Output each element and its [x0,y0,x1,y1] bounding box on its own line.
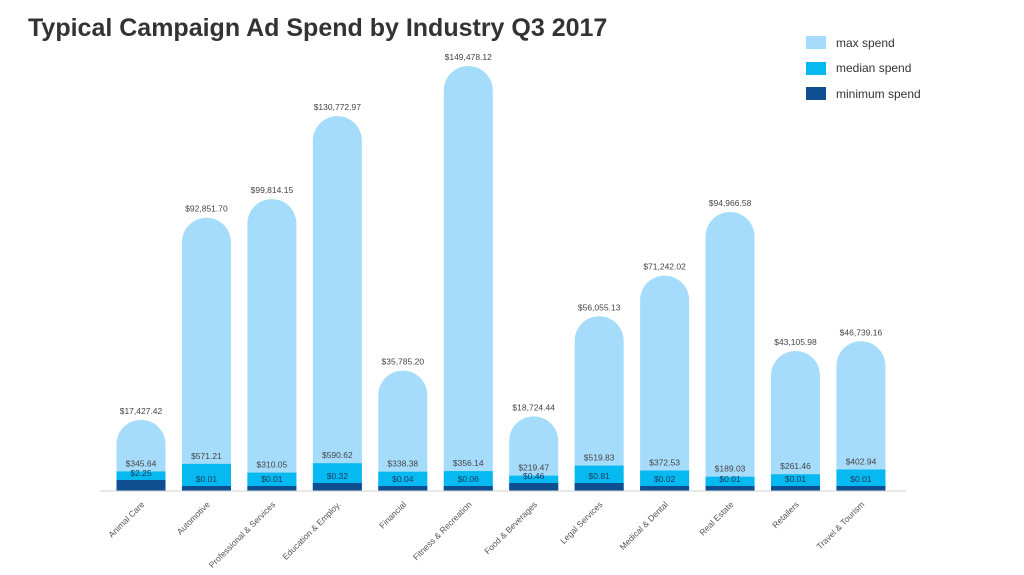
x-tick-label: Fitness & Recreation [411,499,474,562]
data-label-max: $17,427.42 [120,406,163,416]
data-label-max: $99,814.15 [251,185,294,195]
data-label-median: $372.53 [649,458,680,468]
data-label-minimum: $0.01 [785,474,807,484]
x-tick-label: Professional & Services [207,499,278,570]
legend-item: minimum spend [806,81,921,107]
x-tick-label: Food & Beverages [482,499,539,556]
data-label-minimum: $0.02 [654,474,676,484]
legend-item: max spend [806,30,921,56]
x-tick-label: Legal Services [558,499,605,546]
data-label-max: $35,785.20 [382,357,425,367]
bar-minimum-spend [443,486,493,491]
bar-minimum-spend [509,483,559,491]
x-tick-label: Animal Care [106,499,146,539]
data-label-minimum: $0.01 [719,474,741,484]
bar-minimum-spend [836,486,886,491]
bar-minimum-spend [181,486,231,491]
data-label-minimum: $0.01 [261,474,283,484]
data-label-minimum: $0.04 [392,474,414,484]
data-label-median: $189.03 [715,464,746,474]
data-label-max: $149,478.12 [445,52,493,62]
legend-swatch [806,36,826,50]
data-label-minimum: $0.06 [458,474,480,484]
x-tick-label: Real Estate [697,499,735,537]
data-label-minimum: $0.46 [523,471,545,481]
bar-max-spend [378,370,428,491]
bar-minimum-spend [312,483,362,491]
data-label-minimum: $0.01 [850,474,872,484]
data-label-max: $94,966.58 [709,198,752,208]
data-label-median: $338.38 [387,459,418,469]
legend-label: max spend [836,35,895,50]
bar-max-spend [771,351,820,491]
bar-minimum-spend [378,486,428,491]
data-label-minimum: $0.01 [196,474,218,484]
data-label-max: $92,851.70 [185,204,228,214]
x-tick-label: Financial [377,499,408,530]
bar-minimum-spend [705,486,755,491]
x-tick-label: Medical & Dental [618,499,671,552]
data-label-median: $261.46 [780,461,811,471]
data-label-max: $130,772.97 [314,102,362,112]
legend-swatch [806,61,826,75]
bar-median-spend [836,469,886,491]
x-tick-label: Travel & Tourism [815,499,867,551]
data-label-median: $345.64 [126,458,157,468]
bar-max-spend [640,275,690,491]
bar-max-spend [509,416,559,491]
data-label-median: $571.21 [191,451,222,461]
bar-max-spend [574,316,624,491]
data-label-minimum: $0.32 [327,471,349,481]
data-label-minimum: $2.25 [130,468,152,478]
data-label-median: $310.05 [257,460,288,470]
bar-max-spend [836,341,886,491]
data-label-minimum: $0.81 [589,471,611,481]
x-tick-label: Retailers [770,499,801,530]
data-label-median: $356.14 [453,458,484,468]
data-label-max: $71,242.02 [643,262,686,272]
legend: max spend median spend minimum spend [806,30,921,107]
legend-label: minimum spend [836,86,921,101]
data-label-max: $18,724.44 [512,402,555,412]
legend-label: median spend [836,61,912,76]
bar-minimum-spend [574,483,624,491]
data-label-max: $46,739.16 [840,327,883,337]
bar-max-spend [312,116,362,491]
bar-median-spend [640,470,690,491]
data-label-median: $402.94 [846,457,877,467]
bar-minimum-spend [771,486,820,491]
bar-minimum-spend [116,480,166,491]
data-label-median: $519.83 [584,453,615,463]
bar-minimum-spend [247,486,297,491]
bar-max-spend [443,66,493,491]
bar-max-spend [247,199,297,491]
data-label-median: $219.47 [518,463,549,473]
data-label-max: $43,105.98 [774,337,817,347]
x-tick-label: Education & Employ. [280,499,342,561]
chart-title: Typical Campaign Ad Spend by Industry Q3… [28,14,608,42]
data-label-median: $590.62 [322,450,353,460]
legend-swatch [806,87,826,101]
x-tick-label: Automotive [175,499,212,536]
bar-minimum-spend [640,486,690,491]
bar-max-spend [181,217,231,492]
data-label-max: $56,055.13 [578,302,621,312]
bar-max-spend [705,212,755,492]
legend-item: median spend [806,56,921,82]
